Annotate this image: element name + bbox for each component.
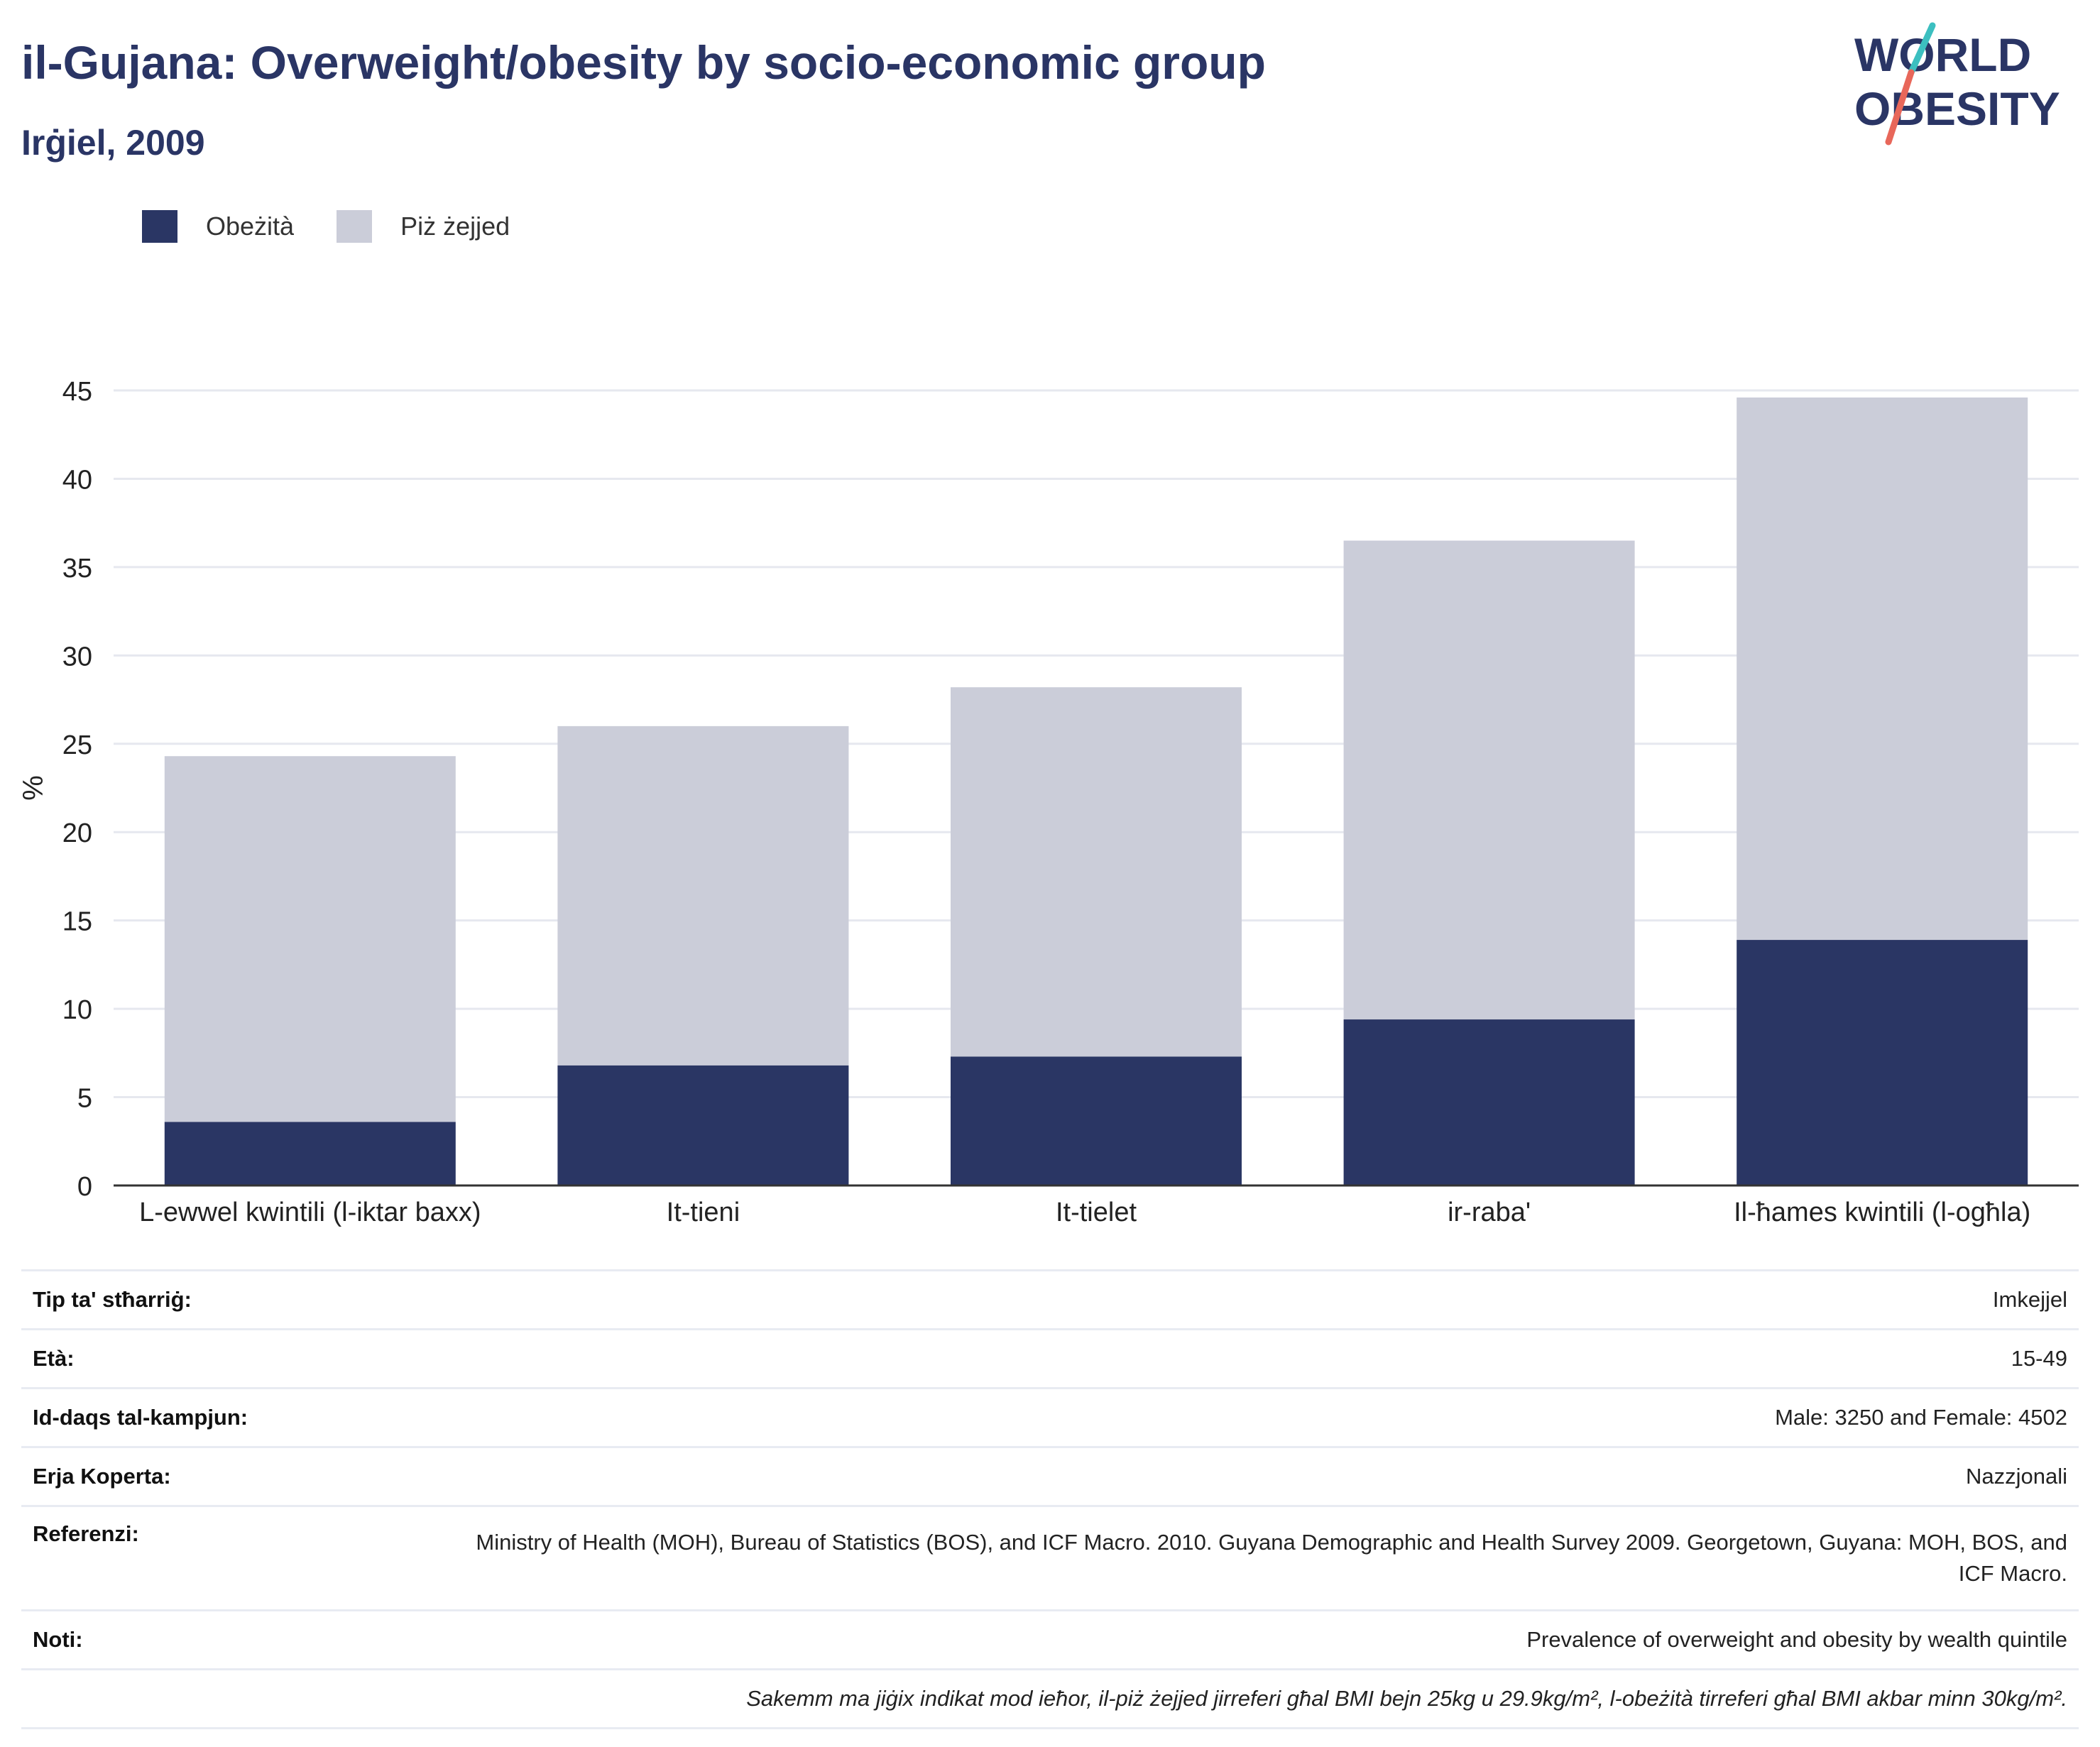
logo-line1: WORLD — [1854, 28, 2031, 81]
y-tick-label: 25 — [62, 730, 92, 760]
legend-item-overweight[interactable]: Piż żejjed — [337, 210, 510, 243]
logo-line2: OBESITY — [1854, 82, 2060, 135]
meta-row-definition: Sakemm ma jiġix indikat mod ieħor, il-pi… — [21, 1668, 2079, 1729]
meta-label: Referenzi: — [21, 1505, 442, 1611]
y-tick-label: 20 — [62, 818, 92, 848]
meta-label: Tip ta' stħarriġ: — [21, 1269, 442, 1330]
y-tick-label: 10 — [62, 995, 92, 1025]
y-tick-label: 5 — [77, 1084, 92, 1114]
logo-slash-red — [1885, 69, 1915, 146]
meta-label — [21, 1668, 442, 1729]
meta-value: Male: 3250 and Female: 4502 — [442, 1387, 2079, 1447]
meta-row-notes: Noti: Prevalence of overweight and obesi… — [21, 1609, 2079, 1670]
meta-row-sample-size: Id-daqs tal-kampjun: Male: 3250 and Fema… — [21, 1387, 2079, 1447]
meta-value: Nazzjonali — [442, 1446, 2079, 1506]
x-tick-label: Il-ħames kwintili (l-ogħla) — [1734, 1198, 2030, 1227]
meta-row-area: Erja Koperta: Nazzjonali — [21, 1446, 2079, 1506]
bar-obesity[interactable] — [164, 1122, 456, 1185]
legend-swatch-obesity — [142, 210, 177, 243]
meta-label: Età: — [21, 1328, 442, 1389]
bar-obesity[interactable] — [1343, 1019, 1635, 1185]
y-tick-label: 35 — [62, 554, 92, 584]
meta-value: Sakemm ma jiġix indikat mod ieħor, il-pi… — [442, 1668, 2079, 1729]
legend-item-obesity[interactable]: Obeżità — [142, 210, 294, 243]
meta-label: Noti: — [21, 1609, 442, 1670]
chart-title: il-Gujana: Overweight/obesity by socio-e… — [21, 36, 1266, 89]
bar-overweight[interactable] — [557, 725, 849, 1066]
meta-value: Prevalence of overweight and obesity by … — [442, 1609, 2079, 1670]
legend: Obeżità Piż żejjed — [142, 210, 552, 243]
bar-overweight[interactable] — [164, 756, 456, 1122]
legend-label-obesity: Obeżità — [206, 212, 295, 241]
bar-obesity[interactable] — [1737, 940, 2028, 1185]
legend-label-overweight: Piż żejjed — [400, 212, 510, 241]
y-axis-label: % — [18, 775, 49, 801]
meta-value: 15-49 — [442, 1328, 2079, 1389]
meta-row-survey-type: Tip ta' stħarriġ: Imkejjel — [21, 1269, 2079, 1330]
meta-row-age: Età: 15-49 — [21, 1328, 2079, 1389]
stacked-bar-chart: 0 5 10 15 20 25 30 35 40 45 L-ewwel kwintili (l-i… — [18, 377, 2079, 1227]
bar-overweight[interactable] — [951, 687, 1242, 1057]
meta-label: Id-daqs tal-kampjun: — [21, 1387, 442, 1447]
bar-overweight[interactable] — [1343, 540, 1635, 1020]
meta-value: Ministry of Health (MOH), Bureau of Stat… — [442, 1505, 2079, 1611]
bar-overweight[interactable] — [1737, 397, 2028, 941]
logo-slash-teal — [1908, 22, 1936, 76]
metadata-table: Tip ta' stħarriġ: Imkejjel Età: 15-49 Id… — [21, 1269, 2079, 1729]
meta-row-references: Referenzi: Ministry of Health (MOH), Bur… — [21, 1505, 2079, 1611]
x-tick-label: ir-raba' — [1448, 1198, 1531, 1227]
chart-subtitle: Irġiel, 2009 — [21, 123, 205, 163]
y-tick-label: 15 — [62, 907, 92, 937]
world-obesity-logo: WORLD OBESITY — [1854, 22, 2060, 146]
meta-label: Erja Koperta: — [21, 1446, 442, 1506]
y-tick-label: 30 — [62, 642, 92, 672]
legend-swatch-overweight — [337, 210, 373, 243]
y-tick-label: 45 — [62, 377, 92, 407]
meta-value: Imkejjel — [442, 1269, 2079, 1330]
y-tick-label: 0 — [77, 1172, 92, 1202]
bar-obesity[interactable] — [951, 1056, 1242, 1185]
y-tick-label: 40 — [62, 465, 92, 495]
x-tick-label: It-tieni — [667, 1198, 740, 1227]
bar-obesity[interactable] — [557, 1065, 849, 1185]
x-tick-label: L-ewwel kwintili (l-iktar baxx) — [139, 1198, 481, 1227]
x-tick-label: It-tielet — [1056, 1198, 1137, 1227]
